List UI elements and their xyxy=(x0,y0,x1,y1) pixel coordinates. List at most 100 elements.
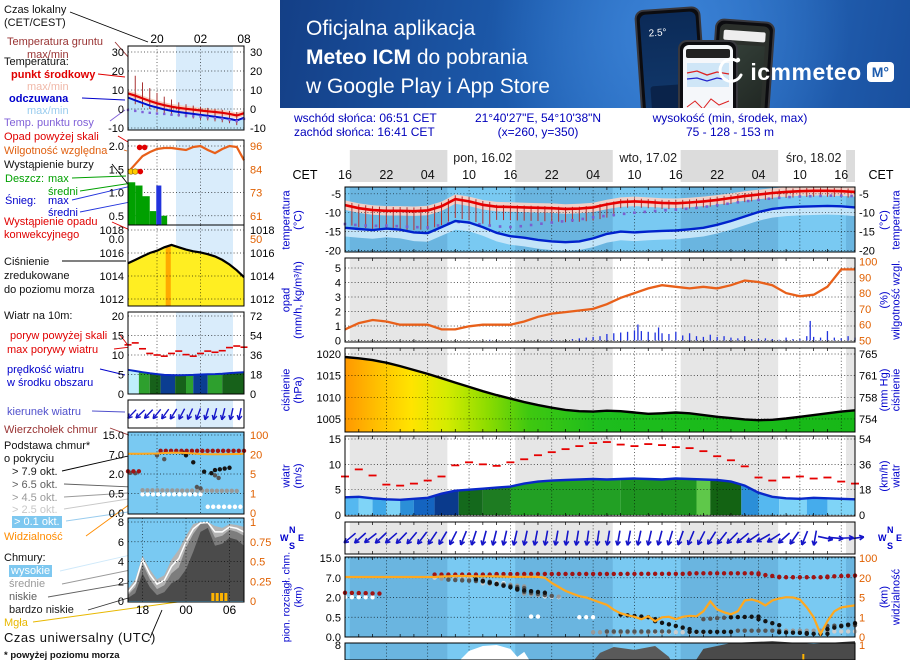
svg-text:08: 08 xyxy=(237,32,251,46)
app-banner[interactable]: Oficjalna aplikacja Meteo ICM do pobrani… xyxy=(280,0,910,108)
legend-label-cis2: zredukowane xyxy=(4,270,69,282)
svg-text:0: 0 xyxy=(118,104,124,116)
svg-text:84: 84 xyxy=(250,164,262,176)
svg-text:0: 0 xyxy=(335,336,341,348)
svg-text:1020: 1020 xyxy=(317,349,341,361)
legend-label-foot: * powyżej poziomu morza xyxy=(4,650,120,662)
svg-text:1: 1 xyxy=(859,640,865,652)
svg-text:90: 90 xyxy=(859,272,871,284)
svg-text:04: 04 xyxy=(586,168,600,182)
legend-label-burza: Wystąpienie burzy xyxy=(4,159,94,171)
svg-text:1012: 1012 xyxy=(100,294,124,306)
svg-text:8: 8 xyxy=(335,640,341,652)
axis-label: (km/h)wiatr xyxy=(880,460,903,491)
svg-text:16: 16 xyxy=(834,168,848,182)
svg-text:1: 1 xyxy=(250,489,256,501)
legend-label-okt25: > 2.5 okt. xyxy=(12,504,58,516)
svg-text:18: 18 xyxy=(136,603,150,617)
svg-text:5: 5 xyxy=(859,593,865,605)
svg-text:1018: 1018 xyxy=(100,225,124,237)
legend-label-pred2: w środku obszaru xyxy=(7,377,93,389)
svg-text:2: 2 xyxy=(335,307,341,319)
svg-text:16: 16 xyxy=(503,168,517,182)
legend-label-odczuwana: odczuwana xyxy=(9,93,68,105)
svg-text:06: 06 xyxy=(223,603,237,617)
svg-text:0.75: 0.75 xyxy=(250,537,271,549)
legend-label-deszcz: Deszcz: xyxy=(5,173,44,185)
logo-text: icmmeteo xyxy=(750,59,861,86)
svg-text:15.0: 15.0 xyxy=(320,553,341,565)
svg-text:20: 20 xyxy=(250,66,262,78)
axis-label: temperatura(°C) xyxy=(282,190,305,249)
svg-text:10: 10 xyxy=(628,168,642,182)
svg-text:-20: -20 xyxy=(325,246,341,258)
svg-text:1012: 1012 xyxy=(250,294,274,306)
svg-text:00: 00 xyxy=(179,603,193,617)
svg-text:CET: CET xyxy=(293,168,318,182)
legend-label-punkt: punkt środkowy xyxy=(11,69,95,81)
legend-pointer-line xyxy=(48,581,140,597)
svg-text:70: 70 xyxy=(859,304,871,316)
svg-text:761: 761 xyxy=(859,371,877,383)
svg-text:22: 22 xyxy=(379,168,393,182)
axis-label: wiatr(m/s) xyxy=(282,463,305,488)
axis-label: (mm Hg)ciśnienie xyxy=(880,369,903,412)
svg-text:0.5: 0.5 xyxy=(109,489,124,501)
svg-text:0: 0 xyxy=(335,510,341,522)
svg-text:1005: 1005 xyxy=(317,414,341,426)
legend-label-kierunek: kierunek wiatru xyxy=(7,406,81,418)
banner-line1: Oficjalna aplikacja xyxy=(306,14,550,43)
svg-text:18: 18 xyxy=(859,485,871,497)
svg-text:10: 10 xyxy=(112,350,124,362)
svg-text:0: 0 xyxy=(250,389,256,401)
svg-text:-10: -10 xyxy=(325,208,341,220)
legend-label-snieg: Śnieg: xyxy=(5,195,36,207)
legend-label-maxmin_b: max/min xyxy=(27,105,69,117)
svg-text:7.0: 7.0 xyxy=(326,573,341,585)
forecast-panel: Oficjalna aplikacja Meteo ICM do pobrani… xyxy=(280,0,910,660)
svg-text:96: 96 xyxy=(250,141,262,153)
legend-label-wysokie: wysokie xyxy=(9,565,52,577)
legend-label-srednie: średnie xyxy=(9,578,45,590)
svg-text:18: 18 xyxy=(250,370,262,382)
legend-label-czas2: (CET/CEST) xyxy=(4,17,66,29)
legend-label-rosy: Temp. punktu rosy xyxy=(4,117,94,129)
svg-text:20: 20 xyxy=(112,311,124,323)
legend-label-pred1: prędkość wiatru xyxy=(7,364,84,376)
svg-text:15: 15 xyxy=(112,331,124,343)
svg-text:0: 0 xyxy=(118,596,124,608)
svg-text:54: 54 xyxy=(859,434,871,446)
svg-text:80: 80 xyxy=(859,288,871,300)
svg-text:16: 16 xyxy=(338,168,352,182)
svg-text:10: 10 xyxy=(329,459,341,471)
svg-text:30: 30 xyxy=(250,47,262,59)
svg-text:20: 20 xyxy=(112,66,124,78)
legend-label-okt01: > 0.1 okt. xyxy=(12,516,62,528)
svg-text:100: 100 xyxy=(859,553,877,565)
logo-swirl-icon xyxy=(715,56,745,88)
svg-text:60: 60 xyxy=(859,320,871,332)
svg-text:3: 3 xyxy=(335,292,341,304)
svg-text:22: 22 xyxy=(545,168,559,182)
svg-text:1015: 1015 xyxy=(317,371,341,383)
svg-text:-15: -15 xyxy=(859,227,875,239)
legend-label-konw1: Wystąpienie opadu xyxy=(4,216,97,228)
sun-times: wschód słońca: 06:51 CET zachód słońca: … xyxy=(294,111,437,139)
svg-text:1016: 1016 xyxy=(100,248,124,260)
svg-text:10: 10 xyxy=(250,85,262,97)
svg-text:1016: 1016 xyxy=(250,248,274,260)
svg-text:15: 15 xyxy=(329,434,341,446)
svg-text:10: 10 xyxy=(793,168,807,182)
svg-text:10: 10 xyxy=(112,85,124,97)
svg-text:0: 0 xyxy=(250,596,256,608)
legend-label-bniskie: bardzo niskie xyxy=(9,604,74,616)
svg-text:0.5: 0.5 xyxy=(109,211,124,223)
svg-text:765: 765 xyxy=(859,349,877,361)
svg-text:2.0: 2.0 xyxy=(109,141,124,153)
legend-label-utc: Czas uniwersalny (UTC) xyxy=(4,632,156,644)
legend-label-okt65: > 6.5 okt. xyxy=(12,479,58,491)
axis-label: opad(mm/h, kg/m³/h) xyxy=(282,261,305,339)
svg-text:0: 0 xyxy=(250,104,256,116)
